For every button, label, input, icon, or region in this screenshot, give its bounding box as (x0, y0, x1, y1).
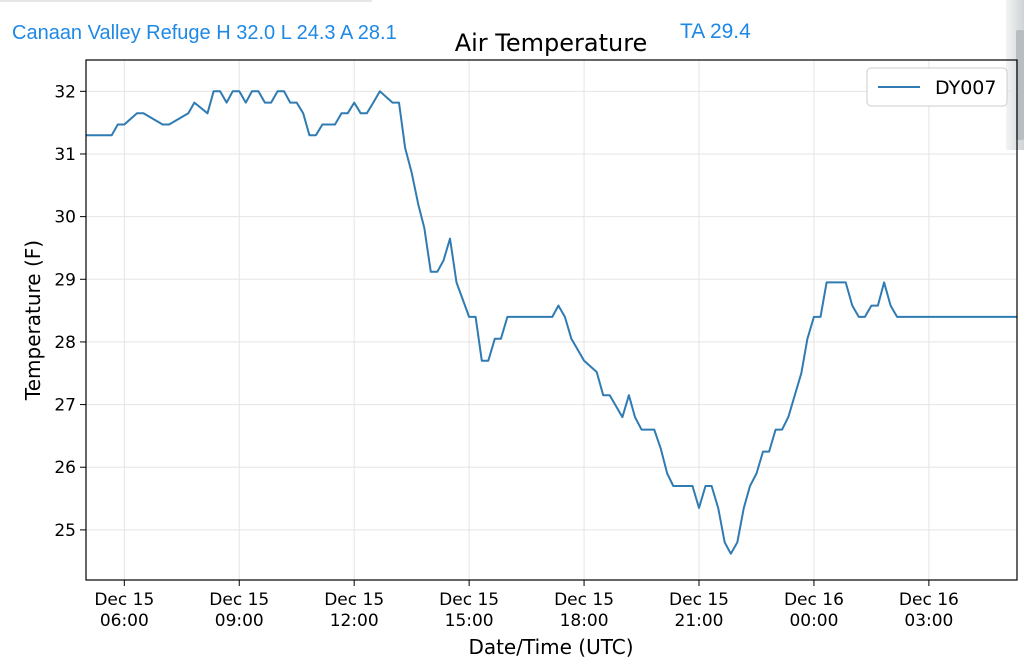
x-tick-label-date: Dec 16 (899, 590, 959, 610)
y-tick-label: 29 (54, 270, 76, 290)
x-tick-label-time: 00:00 (789, 611, 838, 631)
x-tick-label-date: Dec 15 (324, 590, 384, 610)
y-tick-label: 28 (54, 333, 76, 353)
x-tick-label-date: Dec 15 (209, 590, 269, 610)
y-tick-label: 25 (54, 521, 76, 541)
x-tick-label-date: Dec 15 (669, 590, 729, 610)
x-tick-label-date: Dec 15 (554, 590, 614, 610)
legend-label: DY007 (935, 77, 996, 99)
y-tick-label: 30 (54, 208, 76, 228)
x-tick-label-time: 03:00 (904, 611, 953, 631)
grid-lines (86, 60, 1017, 580)
plot-frame (85, 59, 1018, 581)
x-tick-label-time: 09:00 (215, 611, 264, 631)
y-tick-label: 31 (54, 145, 76, 165)
y-tick-label: 32 (54, 82, 76, 102)
x-tick-label-date: Dec 15 (439, 590, 499, 610)
chart-title: Air Temperature (455, 29, 648, 57)
legend-box (866, 67, 1008, 107)
y-axis-label: Temperature (F) (21, 240, 45, 401)
x-tick-label-time: 15:00 (445, 611, 494, 631)
x-tick-label-date: Dec 16 (784, 590, 844, 610)
x-tick-label-time: 12:00 (330, 611, 379, 631)
series-layer (86, 90, 1017, 555)
x-tick-label-time: 06:00 (100, 611, 149, 631)
y-tick-label: 27 (54, 396, 76, 416)
x-axis-label: Date/Time (UTC) (468, 635, 633, 659)
ta-readout: TA 29.4 (680, 20, 751, 43)
x-tick-label-time: 18:00 (560, 611, 609, 631)
x-tick-label-date: Dec 15 (94, 590, 154, 610)
station-summary: Canaan Valley Refuge H 32.0 L 24.3 A 28.… (12, 22, 397, 44)
top-divider (0, 0, 372, 2)
series-line-dy007 (86, 90, 1017, 555)
side-panel-handle[interactable] (1016, 30, 1024, 140)
legend: DY007 (866, 67, 1008, 107)
x-tick-label-time: 21:00 (675, 611, 724, 631)
y-tick-label: 26 (54, 458, 76, 478)
y-axis-ticks: 25 26 27 28 29 30 31 32 (54, 82, 86, 541)
